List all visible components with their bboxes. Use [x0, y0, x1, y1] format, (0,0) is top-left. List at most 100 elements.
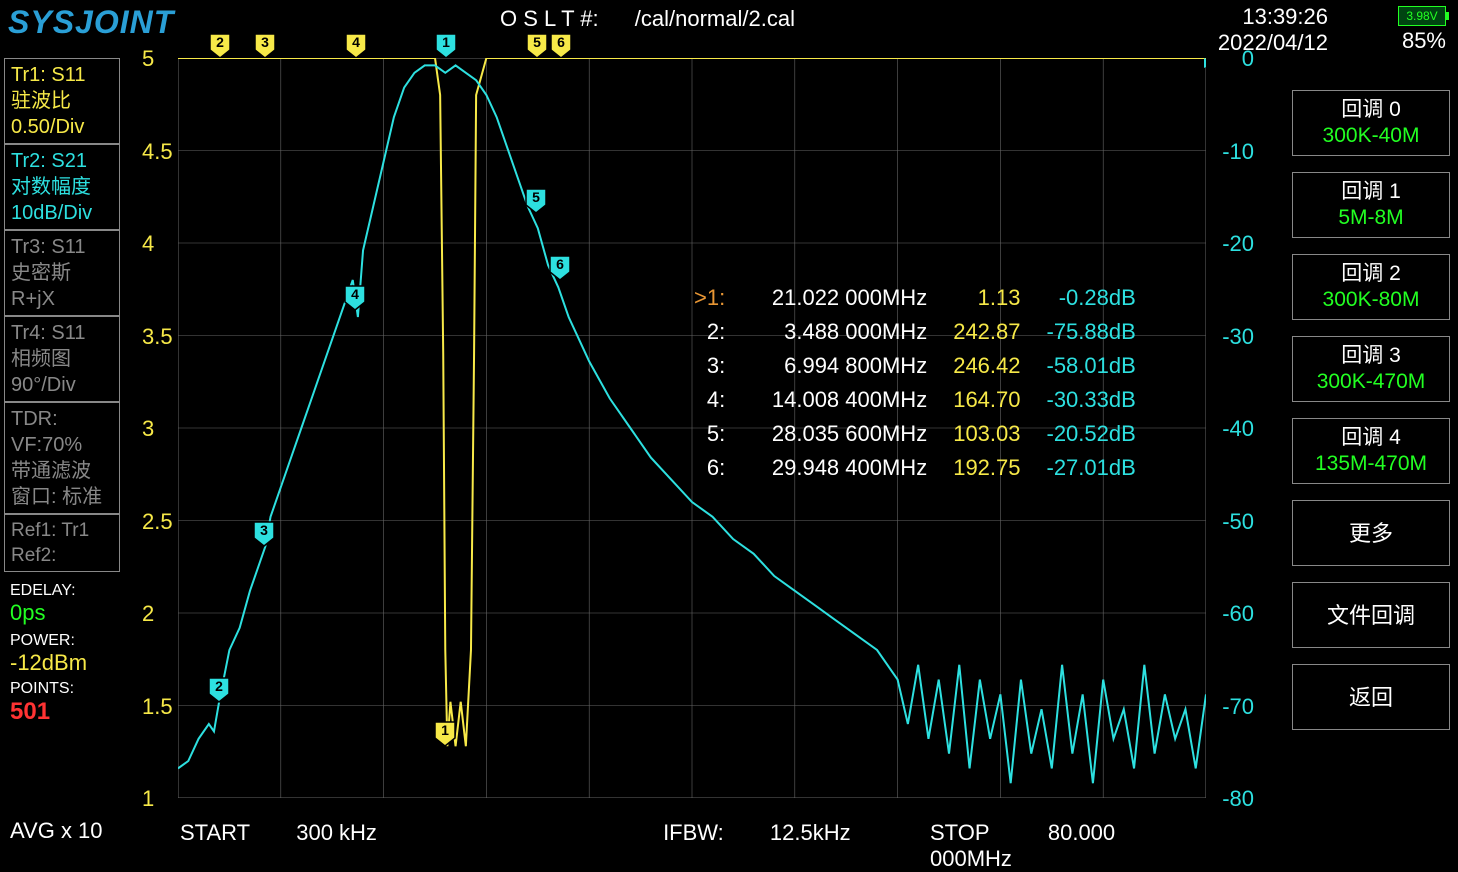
- marker-shield-6[interactable]: 6: [548, 254, 572, 282]
- marker-v2: -27.01dB: [1035, 452, 1148, 484]
- recall-button-5[interactable]: 更多: [1292, 500, 1450, 566]
- marker-idx: 4:: [682, 384, 737, 416]
- stop-label: STOP: [930, 820, 990, 845]
- recall-button-3[interactable]: 回调 3300K-470M: [1292, 336, 1450, 402]
- yleft-tick: 4.5: [142, 139, 173, 165]
- recall-button-2[interactable]: 回调 2300K-80M: [1292, 254, 1450, 320]
- trace-scale: 90°/Div: [11, 372, 113, 398]
- btn-sub: 300K-80M: [1293, 287, 1449, 313]
- marker-freq: 6.994 800MHz: [739, 350, 939, 382]
- btn-sub: 135M-470M: [1293, 451, 1449, 477]
- yright-tick: 0: [1242, 46, 1254, 72]
- start-label: START: [180, 820, 250, 845]
- power-label: POWER:: [4, 632, 120, 650]
- yright-tick: -80: [1222, 786, 1254, 812]
- btn-label: 返回: [1293, 671, 1449, 725]
- marker-shield-5[interactable]: 5: [524, 187, 548, 215]
- trace-scale: R+jX: [11, 286, 113, 312]
- ref2: Ref2:: [11, 543, 113, 568]
- marker-idx: 3:: [682, 350, 737, 382]
- trace-scale: 10dB/Div: [11, 200, 113, 226]
- trace-box-3[interactable]: Tr3: S11 史密斯 R+jX: [4, 230, 120, 316]
- yleft-tick: 3.5: [142, 324, 173, 350]
- trace-format: 驻波比: [11, 88, 113, 114]
- svg-text:2: 2: [215, 678, 223, 694]
- svg-text:1: 1: [442, 34, 450, 50]
- svg-text:3: 3: [261, 34, 269, 50]
- tdr-filter: 带通滤波: [11, 458, 113, 484]
- svg-text:5: 5: [533, 34, 541, 50]
- trace-title: Tr2: S21: [11, 148, 113, 174]
- trace-format: 史密斯: [11, 260, 113, 286]
- trace-title: Tr1: S11: [11, 62, 113, 88]
- marker-v1: 164.70: [941, 384, 1032, 416]
- recall-button-1[interactable]: 回调 15M-8M: [1292, 172, 1450, 238]
- marker-shield-3[interactable]: 3: [252, 520, 276, 548]
- recall-button-6[interactable]: 文件回调: [1292, 582, 1450, 648]
- ifbw-value: 12.5kHz: [770, 820, 851, 845]
- yleft-tick: 5: [142, 46, 154, 72]
- marker-v1: 246.42: [941, 350, 1032, 382]
- trace-box-2[interactable]: Tr2: S21 对数幅度 10dB/Div: [4, 144, 120, 230]
- trace-title: Tr4: S11: [11, 320, 113, 346]
- marker-row: 2: 3.488 000MHz 242.87 -75.88dB: [682, 316, 1148, 348]
- marker-table: >1: 21.022 000MHz 1.13 -0.28dB2: 3.488 0…: [680, 280, 1150, 486]
- marker-idx: >1:: [682, 282, 737, 314]
- yleft-tick: 3: [142, 416, 154, 442]
- marker-shield-1[interactable]: 1: [433, 720, 457, 748]
- yleft-tick: 1.5: [142, 694, 173, 720]
- cal-header: O S L T #: /cal/normal/2.cal: [500, 6, 795, 32]
- points-value: 501: [4, 698, 120, 726]
- clock: 13:39:26 2022/04/12: [1218, 4, 1328, 56]
- battery: 3.98V 85%: [1398, 6, 1446, 54]
- trace-scale: 0.50/Div: [11, 114, 113, 140]
- svg-text:4: 4: [352, 34, 360, 50]
- marker-freq: 28.035 600MHz: [739, 418, 939, 450]
- trace-box-1[interactable]: Tr1: S11 驻波比 0.50/Div: [4, 58, 120, 144]
- svg-text:2: 2: [216, 34, 224, 50]
- marker-shield-2[interactable]: 2: [207, 676, 231, 704]
- marker-idx: 2:: [682, 316, 737, 348]
- tdr-title: TDR:: [11, 406, 113, 432]
- svg-text:4: 4: [351, 286, 359, 302]
- tdr-vf: VF:70%: [11, 432, 113, 458]
- marker-v1: 103.03: [941, 418, 1032, 450]
- clock-time: 13:39:26: [1218, 4, 1328, 30]
- marker-row: 6: 29.948 400MHz 192.75 -27.01dB: [682, 452, 1148, 484]
- recall-button-4[interactable]: 回调 4135M-470M: [1292, 418, 1450, 484]
- btn-label: 回调 1: [1293, 179, 1449, 205]
- bottom-bar: START 300 kHz IFBW: 12.5kHz STOP 80.000 …: [180, 820, 931, 846]
- marker-v2: -20.52dB: [1035, 418, 1148, 450]
- marker-shield-4[interactable]: 4: [343, 284, 367, 312]
- btn-sub: 5M-8M: [1293, 205, 1449, 231]
- yleft-tick: 2.5: [142, 509, 173, 535]
- battery-percent: 85%: [1398, 28, 1446, 54]
- clock-date: 2022/04/12: [1218, 30, 1328, 56]
- yright-tick: -40: [1222, 416, 1254, 442]
- start-freq: 300 kHz: [296, 820, 377, 845]
- ref-box[interactable]: Ref1: Tr1 Ref2:: [4, 514, 120, 572]
- right-panel: 回调 0300K-40M 回调 15M-8M 回调 2300K-80M 回调 3300…: [1292, 90, 1452, 746]
- tdr-box[interactable]: TDR: VF:70% 带通滤波 窗口: 标准: [4, 402, 120, 514]
- marker-row: 5: 28.035 600MHz 103.03 -20.52dB: [682, 418, 1148, 450]
- marker-freq: 21.022 000MHz: [739, 282, 939, 314]
- yright-tick: -60: [1222, 601, 1254, 627]
- left-panel: Tr1: S11 驻波比 0.50/DivTr2: S21 对数幅度 10dB/…: [4, 58, 120, 726]
- yleft-tick: 4: [142, 231, 154, 257]
- marker-idx: 5:: [682, 418, 737, 450]
- recall-button-7[interactable]: 返回: [1292, 664, 1450, 730]
- yright-tick: -10: [1222, 139, 1254, 165]
- btn-sub: 300K-40M: [1293, 123, 1449, 149]
- btn-sub: 300K-470M: [1293, 369, 1449, 395]
- btn-label: 回调 0: [1293, 97, 1449, 123]
- battery-voltage: 3.98V: [1398, 6, 1446, 26]
- marker-freq: 14.008 400MHz: [739, 384, 939, 416]
- trace-box-4[interactable]: Tr4: S11 相频图 90°/Div: [4, 316, 120, 402]
- recall-button-0[interactable]: 回调 0300K-40M: [1292, 90, 1450, 156]
- btn-label: 回调 4: [1293, 425, 1449, 451]
- svg-text:6: 6: [558, 34, 566, 50]
- svg-text:3: 3: [260, 522, 268, 538]
- yright-tick: -20: [1222, 231, 1254, 257]
- marker-v1: 1.13: [941, 282, 1032, 314]
- svg-text:1: 1: [441, 722, 449, 738]
